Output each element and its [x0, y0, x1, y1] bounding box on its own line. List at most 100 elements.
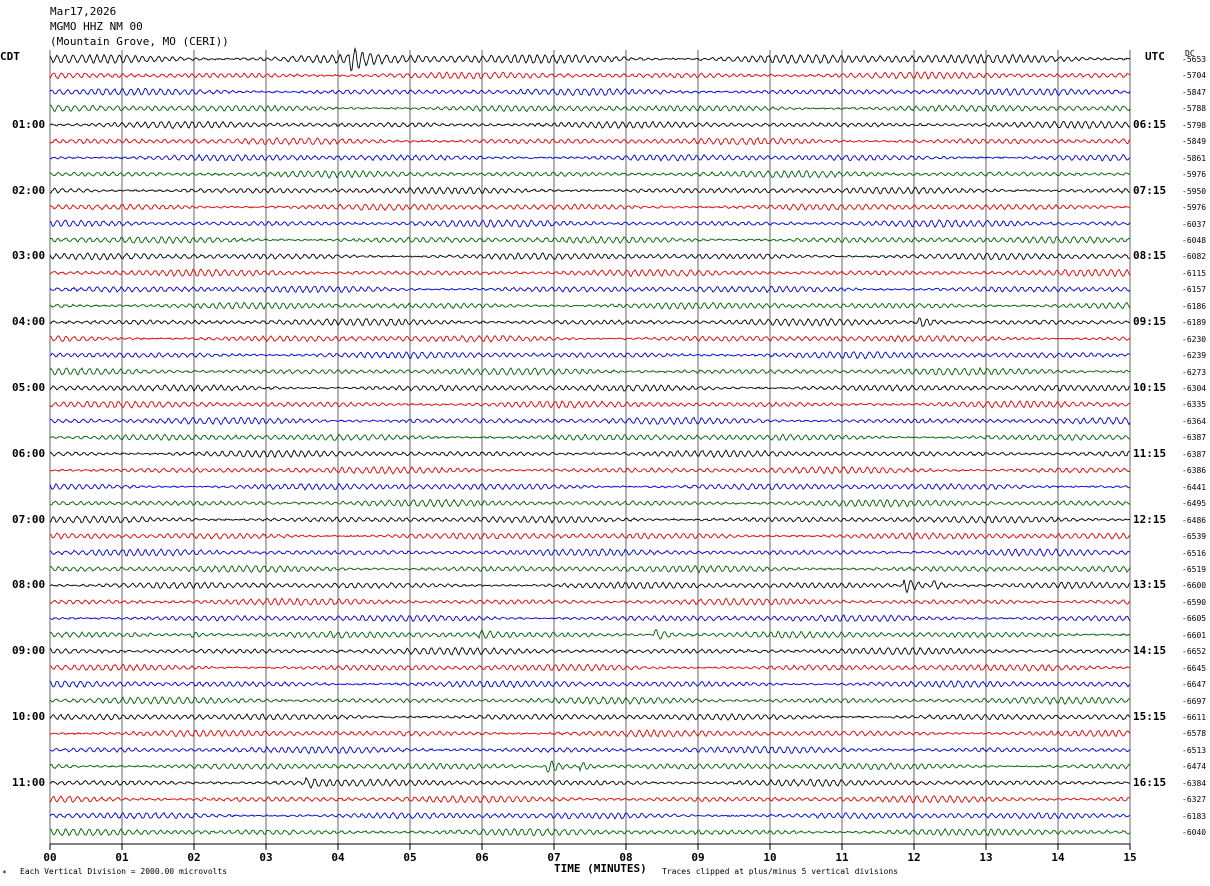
- dc-offset-label: -6513: [1182, 745, 1207, 755]
- dc-offset-label: -5798: [1182, 120, 1207, 130]
- dc-offset-label: -6037: [1182, 219, 1207, 229]
- dc-offset-label: -6183: [1182, 811, 1207, 821]
- left-time-label: 03:00: [12, 249, 46, 263]
- x-tick-label-10: 10: [763, 851, 776, 864]
- x-tick-label-01: 01: [115, 851, 129, 864]
- trace-42: [49, 745, 1131, 755]
- dc-offset-label: -6647: [1182, 680, 1207, 690]
- dc-offset-label: -6486: [1182, 515, 1207, 525]
- dc-offset-label: -6189: [1182, 318, 1207, 328]
- x-tick-label-08: 08: [619, 851, 632, 864]
- trace-35: [49, 628, 1131, 640]
- trace-3: [49, 104, 1131, 113]
- left-time-label: 07:00: [12, 512, 46, 526]
- trace-29: [49, 532, 1131, 541]
- trace-0: [49, 46, 1131, 72]
- left-time-label: 06:00: [12, 446, 46, 460]
- dc-offset-label: -5847: [1182, 87, 1207, 97]
- trace-32: [49, 579, 1131, 594]
- dc-offset-label: -6186: [1182, 301, 1207, 311]
- x-tick-label-00: 00: [43, 851, 56, 864]
- x-tick-label-06: 06: [475, 851, 489, 864]
- dc-offset-label: -6239: [1182, 351, 1207, 361]
- trace-2: [49, 87, 1131, 97]
- left-time-label: 02:00: [12, 183, 46, 197]
- x-tick-label-05: 05: [403, 851, 416, 864]
- dc-offset-label: -6387: [1182, 433, 1207, 443]
- dc-offset-label: -6386: [1182, 466, 1207, 476]
- trace-10: [49, 219, 1131, 228]
- dc-offset-label: -6516: [1182, 548, 1207, 558]
- right-time-label: 08:15: [1133, 249, 1167, 263]
- dc-offset-label: -6230: [1182, 334, 1207, 344]
- trace-9: [49, 203, 1131, 212]
- dc-offset-label: -6474: [1182, 762, 1207, 772]
- trace-41: [49, 728, 1131, 738]
- x-tick-label-12: 12: [907, 851, 920, 864]
- dc-offset-label: -6645: [1182, 663, 1207, 673]
- right-time-label: 15:15: [1133, 710, 1167, 723]
- dc-offset-label: -5653: [1182, 55, 1207, 64]
- x-tick-label-15: 15: [1123, 851, 1136, 864]
- trace-45: [49, 794, 1131, 804]
- corner-mark: *: [2, 869, 7, 878]
- dc-offset-label: -6387: [1182, 449, 1207, 459]
- dc-offset-label: -6601: [1182, 630, 1207, 640]
- dc-offset-label: -6578: [1182, 729, 1207, 739]
- dc-offset-label: -6605: [1182, 614, 1207, 624]
- dc-offset-label: -5976: [1182, 203, 1207, 213]
- trace-12: [49, 252, 1131, 261]
- dc-label: DC: [1185, 49, 1195, 58]
- x-tick-label-13: 13: [979, 851, 992, 864]
- dc-offset-label: -6157: [1182, 285, 1207, 295]
- trace-7: [49, 169, 1131, 179]
- trace-6: [49, 153, 1131, 162]
- dc-offset-label: -5788: [1182, 104, 1207, 114]
- header-location: (Mountain Grove, MO (CERI)): [50, 35, 229, 48]
- dc-offset-label: -6590: [1182, 597, 1207, 607]
- left-time-label: 08:00: [12, 578, 46, 592]
- trace-23: [49, 433, 1131, 442]
- dc-offset-label: -6082: [1182, 252, 1207, 262]
- header-station: MGMO HHZ NM 00: [50, 20, 143, 33]
- dc-offset-label: -6335: [1182, 400, 1207, 410]
- dc-offset-label: -5704: [1182, 71, 1207, 81]
- trace-37: [49, 663, 1131, 672]
- right-time-label: 13:15: [1133, 578, 1167, 592]
- trace-40: [49, 712, 1131, 721]
- trace-22: [49, 416, 1131, 426]
- scale-note: Each Vertical Division = 2000.00 microvo…: [20, 867, 228, 876]
- right-time-label: 16:15: [1133, 775, 1167, 789]
- right-time-label: 06:15: [1133, 117, 1167, 131]
- x-tick-label-07: 07: [547, 851, 560, 864]
- trace-36: [49, 646, 1131, 656]
- x-tick-label-14: 14: [1051, 851, 1065, 864]
- trace-17: [49, 334, 1131, 343]
- left-time-label: 11:00: [12, 775, 46, 789]
- dc-offset-label: -6441: [1182, 482, 1207, 492]
- trace-14: [49, 285, 1131, 294]
- right-time-label: 09:15: [1133, 315, 1167, 329]
- trace-39: [49, 696, 1131, 706]
- dc-offset-label: -6611: [1182, 713, 1207, 722]
- dc-offset-label: -6273: [1182, 367, 1207, 377]
- left-time-label: 01:00: [12, 117, 46, 131]
- right-timezone-label: UTC: [1145, 50, 1165, 63]
- left-timezone-label: CDT: [0, 50, 20, 63]
- dc-offset-label: -6697: [1182, 696, 1207, 706]
- dc-offset-label: -6519: [1182, 564, 1207, 574]
- trace-44: [49, 776, 1131, 789]
- x-axis-title: TIME (MINUTES): [554, 862, 647, 875]
- right-time-label: 11:15: [1133, 446, 1167, 460]
- x-tick-label-04: 04: [331, 851, 345, 864]
- dc-offset-label: -6115: [1182, 268, 1207, 278]
- dc-offset-label: -6364: [1182, 416, 1207, 426]
- dc-offset-label: -5861: [1182, 153, 1207, 163]
- dc-offset-label: -6652: [1182, 647, 1207, 657]
- trace-34: [49, 614, 1131, 623]
- trace-4: [49, 120, 1131, 130]
- header-date: Mar17,2026: [50, 5, 117, 18]
- right-time-label: 12:15: [1133, 512, 1167, 526]
- trace-1: [49, 71, 1131, 80]
- left-time-label: 04:00: [12, 315, 46, 329]
